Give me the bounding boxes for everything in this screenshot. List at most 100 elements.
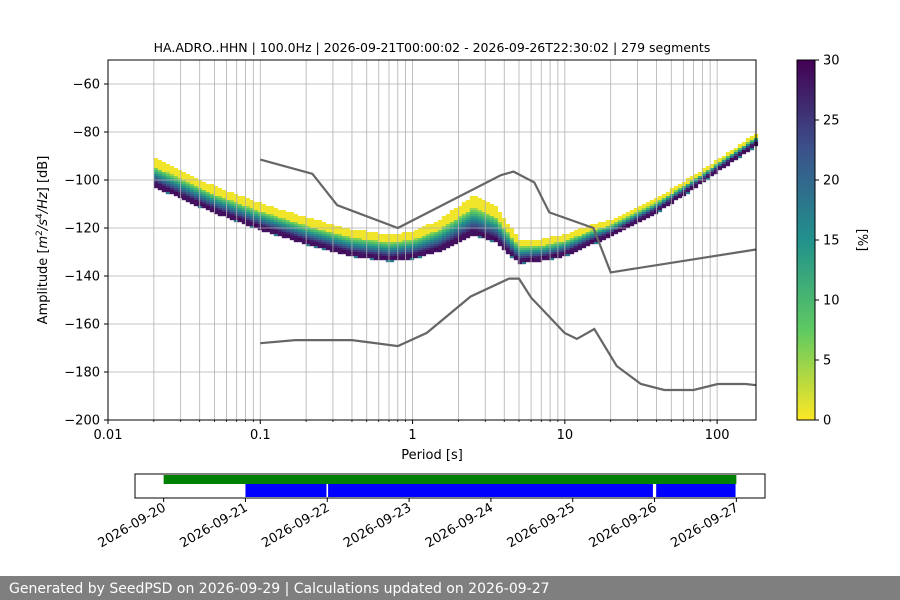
heatmap-cell: [309, 232, 315, 235]
heatmap-cell: [437, 238, 443, 241]
heatmap-cell: [517, 254, 523, 257]
heatmap-cell: [461, 208, 467, 211]
heatmap-cell: [305, 236, 311, 239]
heatmap-cell: [705, 172, 711, 175]
heatmap-cell: [677, 186, 683, 189]
heatmap-cell: [325, 248, 331, 251]
heatmap-cell: [633, 222, 639, 225]
heatmap-cell: [333, 246, 339, 249]
heatmap-cell: [329, 244, 335, 247]
heatmap-cell: [237, 214, 243, 217]
heatmap-cell: [481, 218, 487, 221]
heatmap-cell: [485, 204, 491, 207]
heatmap-cell: [605, 224, 611, 227]
heatmap-cell: [653, 210, 659, 213]
heatmap-cell: [345, 236, 351, 239]
heatmap-cell: [289, 218, 295, 221]
colorbar-label: [%]: [854, 229, 869, 252]
heatmap-cell: [209, 184, 215, 187]
heatmap-cell: [469, 198, 475, 201]
heatmap-cell: [365, 256, 371, 259]
heatmap-cell: [241, 204, 247, 207]
heatmap-cell: [485, 212, 491, 215]
heatmap-cell: [261, 230, 267, 233]
heatmap-cell: [401, 234, 407, 237]
heatmap-cell: [529, 248, 535, 251]
heatmap-cell: [161, 176, 167, 179]
heatmap-cell: [553, 236, 559, 239]
heatmap-cell: [645, 214, 651, 217]
heatmap-cell: [401, 232, 407, 235]
heatmap-cell: [529, 256, 535, 259]
heatmap-cell: [421, 226, 427, 229]
heatmap-cell: [369, 234, 375, 237]
heatmap-cell: [513, 248, 519, 251]
heatmap-cell: [733, 154, 739, 157]
heatmap-cell: [657, 196, 663, 199]
heatmap-cell: [505, 248, 511, 251]
heatmap-cell: [177, 176, 183, 179]
heatmap-cell: [385, 258, 391, 261]
heatmap-cell: [425, 230, 431, 233]
heatmap-cell: [493, 222, 499, 225]
heatmap-cell: [513, 236, 519, 239]
heatmap-cell: [229, 192, 235, 195]
heatmap-cell: [433, 238, 439, 241]
heatmap-cell: [729, 158, 735, 161]
heatmap-cell: [577, 242, 583, 245]
heatmap-cell: [685, 182, 691, 185]
heatmap-cell: [401, 238, 407, 241]
heatmap-cell: [317, 244, 323, 247]
heatmap-cell: [409, 250, 415, 253]
heatmap-cell: [629, 218, 635, 221]
heatmap-cell: [313, 236, 319, 239]
heatmap-cell: [529, 242, 535, 245]
heatmap-cell: [505, 234, 511, 237]
heatmap-cell: [165, 190, 171, 193]
heatmap-cell: [253, 212, 259, 215]
heatmap-cell: [325, 236, 331, 239]
heatmap-cell: [669, 190, 675, 193]
heatmap-cell: [357, 244, 363, 247]
heatmap-cell: [193, 182, 199, 185]
heatmap-cell: [417, 252, 423, 255]
heatmap-cell: [477, 206, 483, 209]
y-tick-label: −140: [64, 270, 100, 285]
heatmap-cell: [441, 242, 447, 245]
heatmap-cell: [617, 226, 623, 229]
heatmap-cell: [693, 186, 699, 189]
heatmap-cell: [365, 248, 371, 251]
heatmap-cell: [161, 170, 167, 173]
heatmap-cell: [537, 256, 543, 259]
heatmap-cell: [337, 250, 343, 253]
heatmap-cell: [405, 246, 411, 249]
heatmap-cell: [565, 236, 571, 239]
heatmap-cell: [549, 252, 555, 255]
heatmap-cell: [261, 216, 267, 219]
heatmap-cell: [301, 240, 307, 243]
heatmap-cell: [261, 214, 267, 217]
heatmap-cell: [545, 250, 551, 253]
heatmap-cell: [549, 240, 555, 243]
heatmap-cell: [393, 254, 399, 257]
heatmap-cell: [153, 178, 159, 181]
heatmap-cell: [393, 246, 399, 249]
heatmap-cell: [157, 172, 163, 175]
heatmap-cell: [505, 252, 511, 255]
heatmap-cell: [649, 206, 655, 209]
heatmap-cell: [413, 254, 419, 257]
heatmap-cell: [237, 220, 243, 223]
heatmap-cell: [385, 238, 391, 241]
heatmap-cell: [593, 238, 599, 241]
heatmap-cell: [405, 244, 411, 247]
heatmap-cell: [301, 232, 307, 235]
heatmap-cell: [489, 204, 495, 207]
heatmap-cell: [317, 224, 323, 227]
heatmap-cell: [693, 174, 699, 177]
heatmap-cell: [657, 208, 663, 211]
heatmap-cell: [509, 254, 515, 257]
heatmap-cell: [329, 248, 335, 251]
heatmap-cell: [689, 186, 695, 189]
heatmap-cell: [213, 188, 219, 191]
heatmap-cell: [261, 224, 267, 227]
